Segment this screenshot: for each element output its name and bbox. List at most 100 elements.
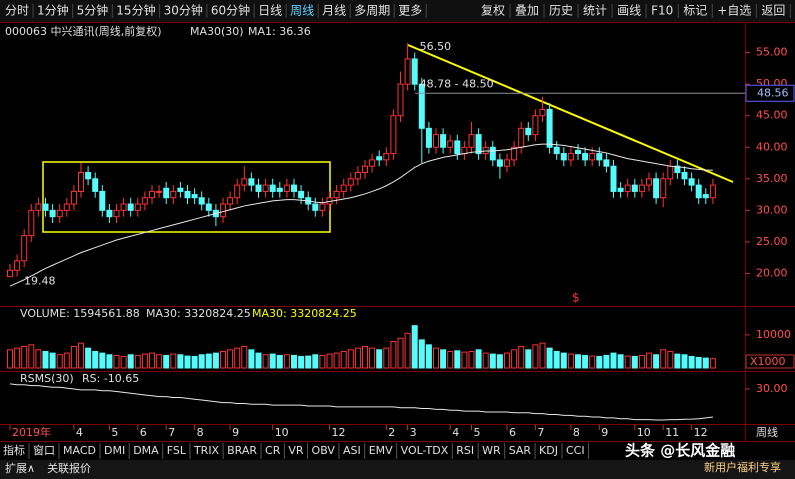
volume-bar [631,355,638,369]
indicator-tab[interactable]: RSI [456,444,474,457]
volume-bar [447,350,454,369]
candle-body [553,146,560,155]
x-tick-label: 5 [111,426,118,439]
toolbar-item[interactable]: 周线 [290,4,314,18]
candle-body [28,209,35,237]
indicator-tab[interactable]: BRAR [227,444,257,457]
toolbar-item[interactable]: 日线 [258,4,282,18]
candle-body [624,184,631,192]
indicator-tab[interactable]: DMA [133,444,159,457]
volume-bar [42,350,49,369]
volume-bar [660,349,667,369]
status-button[interactable]: 关联报价 [47,461,91,475]
volume-bar [21,345,28,369]
volume-bar [305,355,312,369]
toolbar-item[interactable]: 月线 [322,4,346,18]
x-tick-label: 9 [601,426,608,439]
volume-bar [369,347,376,369]
candle-body [113,209,120,218]
toolbar-button[interactable]: F10 [651,4,673,18]
price-tag [745,84,795,102]
toolbar-item[interactable]: 分时 [5,4,29,18]
candle-body [404,58,411,85]
volume-bar [333,352,340,369]
indicator-tab[interactable]: 指标 [3,443,25,457]
candle-body [653,178,660,199]
candle-body [489,146,496,161]
volume-bar [518,345,525,369]
toolbar-item[interactable]: 多周期 [354,4,390,18]
indicator-tab[interactable]: EMV [369,444,393,457]
candle-body [99,190,106,211]
toolbar-item[interactable]: 1分钟 [37,3,69,18]
volume-bar [120,355,127,369]
indicator-tab[interactable]: CR [265,444,281,457]
volume-bar [106,354,113,369]
candle-body [184,190,191,199]
volume-bar [667,350,674,369]
candle-body [198,197,205,205]
indicator-tab[interactable]: SAR [509,444,532,457]
toolbar-button[interactable]: 标记 [683,4,707,18]
indicator-tab[interactable]: VR [288,444,304,457]
candle-body [376,156,383,161]
indicator-tab[interactable]: KDJ [539,444,558,457]
toolbar-button[interactable]: 复权 [481,4,505,18]
y-tick-label: 30.00 [756,203,788,216]
promo: 新用户福利专享 [704,460,781,474]
price-tag-label: 48.56 [757,86,789,99]
candle-body [362,165,368,173]
indicator-tab[interactable]: ASI [343,444,361,457]
indicator-tab[interactable]: OBV [312,444,336,457]
volume-bar [234,347,241,369]
indicator-tab[interactable]: TRIX [193,444,220,457]
x-tick-label: 2 [388,426,395,439]
x-tick-label: 12 [332,426,346,439]
indicator-tab[interactable]: VOL-TDX [401,444,449,457]
volume-bar [653,354,660,369]
y-tick-label: 35.00 [756,172,788,185]
candle-body [354,172,361,180]
candle-body [262,184,269,192]
candle-body [85,172,92,180]
status-button[interactable]: 扩展∧ [5,461,35,475]
candle-body [433,134,439,148]
volume-bar [425,344,432,369]
toolbar-item[interactable]: 60分钟 [211,3,250,18]
candle-body [695,184,702,199]
toolbar-button[interactable]: 画线 [617,4,641,18]
x-tick-label: 4 [452,426,459,439]
candle-body [589,153,596,161]
volume-bar [248,349,255,369]
toolbar-item[interactable]: 更多 [398,4,422,18]
toolbar-item[interactable]: 30分钟 [164,3,203,18]
indicator-tab[interactable]: DMI [104,444,125,457]
indicator-tab[interactable]: WR [482,444,501,457]
candle-body [532,115,539,136]
toolbar-button[interactable]: 历史 [549,4,573,18]
toolbar-item[interactable]: 15分钟 [116,3,155,18]
toolbar-button[interactable]: +自选 [717,4,751,18]
candle-body [418,83,425,129]
indicator-tab[interactable]: CCI [566,444,585,457]
volume-bar [433,347,439,369]
volume-bar [404,332,411,369]
volume-bar [163,354,170,369]
candle-body [191,194,198,199]
candle-body [369,159,376,167]
volume-bar [553,350,560,369]
volume-bar [7,349,13,369]
toolbar-button[interactable]: 叠加 [515,4,539,18]
candle-body [468,134,475,148]
candle-body [276,187,283,192]
toolbar-button[interactable]: 统计 [583,4,607,18]
indicator-tab[interactable]: 窗口 [33,443,55,457]
indicator-tab[interactable]: MACD [63,444,96,457]
candle-body [681,172,688,180]
indicator-tab[interactable]: FSL [167,444,187,457]
toolbar-button[interactable]: 返回 [761,4,785,18]
toolbar-item[interactable]: 5分钟 [77,3,109,18]
candle-body [127,203,134,211]
candle-body [660,178,667,199]
volume-bar [709,358,716,369]
